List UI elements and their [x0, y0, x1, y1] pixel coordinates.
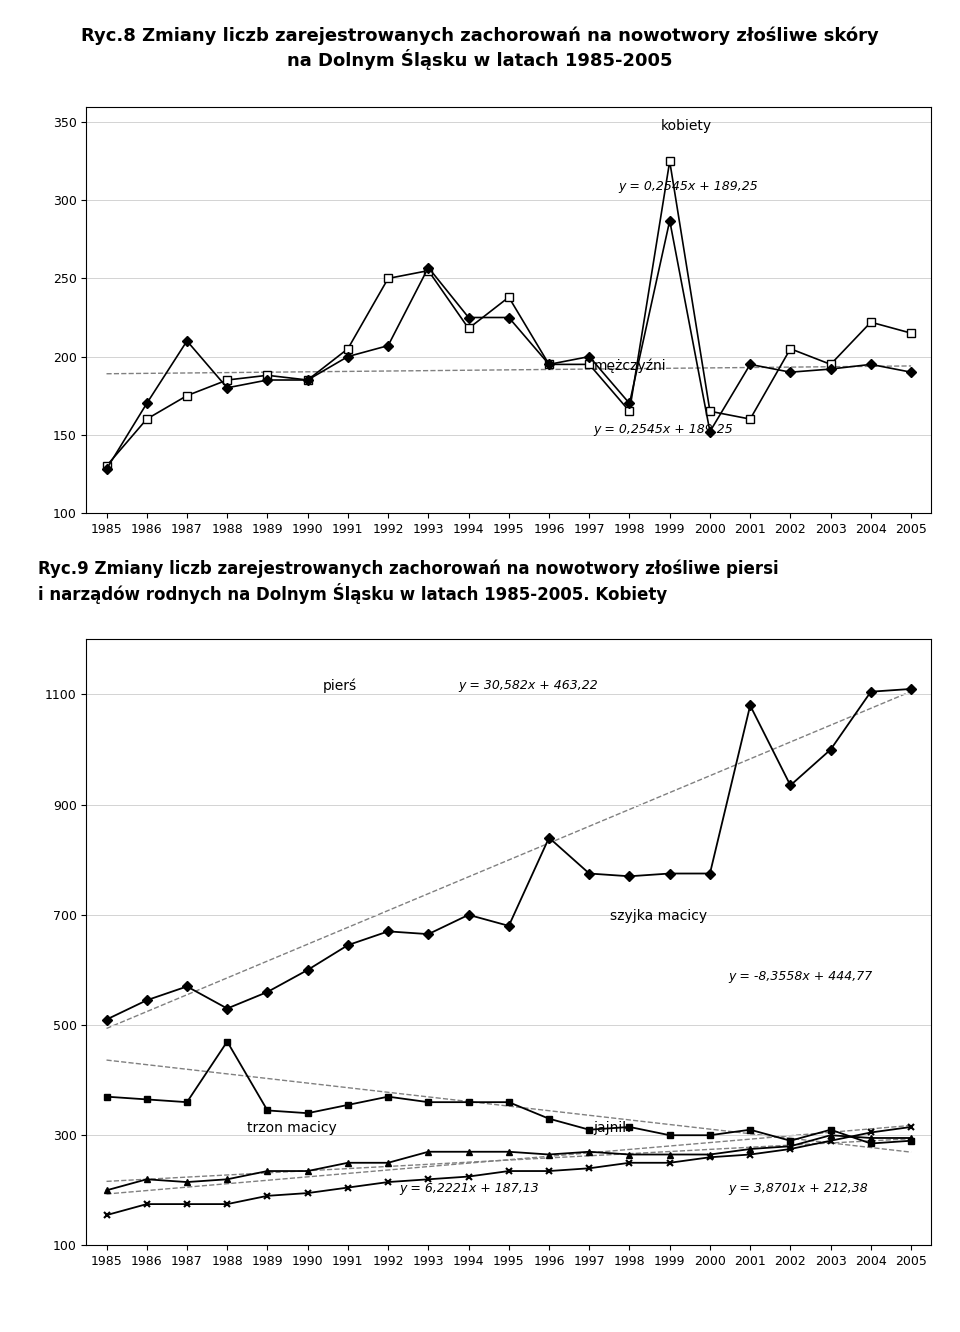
Text: y = 0,2545x + 189,25: y = 0,2545x + 189,25 — [593, 424, 733, 437]
Text: Ryc.9 Zmiany liczb zarejestrowanych zachorowań na nowotwory złośliwe piersi: Ryc.9 Zmiany liczb zarejestrowanych zach… — [38, 559, 779, 578]
Text: y = 3,8701x + 212,38: y = 3,8701x + 212,38 — [729, 1181, 868, 1195]
Text: y = 6,2221x + 187,13: y = 6,2221x + 187,13 — [399, 1181, 539, 1195]
Text: jajnik: jajnik — [593, 1122, 631, 1135]
Text: mężczyźni: mężczyźni — [593, 358, 666, 373]
Text: y = 30,582x + 463,22: y = 30,582x + 463,22 — [458, 679, 598, 691]
Text: i narządów rodnych na Dolnym Śląsku w latach 1985-2005. Kobiety: i narządów rodnych na Dolnym Śląsku w la… — [38, 583, 667, 605]
Text: pierś: pierś — [323, 679, 357, 693]
Text: y = 0,2545x + 189,25: y = 0,2545x + 189,25 — [618, 180, 758, 193]
Text: szyjka macicy: szyjka macicy — [611, 908, 708, 923]
Text: kobiety: kobiety — [660, 119, 712, 133]
Text: trzon macicy: trzon macicy — [247, 1122, 337, 1135]
Text: na Dolnym Śląsku w latach 1985-2005: na Dolnym Śląsku w latach 1985-2005 — [287, 49, 673, 71]
Text: y = -8,3558x + 444,77: y = -8,3558x + 444,77 — [729, 970, 873, 983]
Text: Ryc.8 Zmiany liczb zarejestrowanych zachorowań na nowotwory złośliwe skóry: Ryc.8 Zmiany liczb zarejestrowanych zach… — [82, 27, 878, 45]
